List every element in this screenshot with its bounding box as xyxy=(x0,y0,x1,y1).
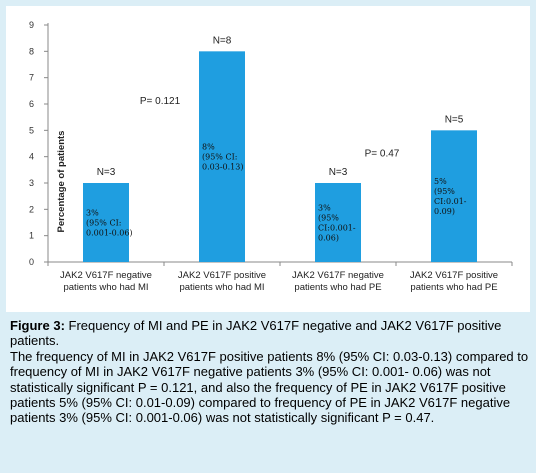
figure-caption: Figure 3: Frequency of MI and PE in JAK2… xyxy=(10,318,532,426)
y-tick-label: 9 xyxy=(29,20,34,30)
bar-data-label: (95% CI: xyxy=(86,219,121,228)
bar xyxy=(431,130,477,262)
bar xyxy=(83,183,129,262)
y-tick-label: 4 xyxy=(29,152,34,162)
bar-data-label: CI:0.001- xyxy=(318,224,356,233)
x-category-label: JAK2 V617F negative xyxy=(60,270,152,281)
y-tick-label: 6 xyxy=(29,99,34,109)
y-tick-label: 7 xyxy=(29,73,34,83)
y-tick-label: 0 xyxy=(29,257,34,267)
y-tick-label: 1 xyxy=(29,231,34,241)
x-category-label: JAK2 V617F negative xyxy=(292,270,384,281)
bar-data-label: 3% xyxy=(86,209,99,218)
x-category-label: patients who had PE xyxy=(410,282,497,293)
bar-data-label: (95% CI: xyxy=(202,153,237,162)
figure-label: Figure 3: xyxy=(10,318,65,333)
figure-description: The frequency of MI in JAK2 V617F positi… xyxy=(10,348,529,426)
bar-data-label: 0.03-0.13) xyxy=(202,163,243,172)
bar xyxy=(199,51,245,263)
n-label: N=8 xyxy=(213,35,232,46)
bar-data-label: 0.001-0.06) xyxy=(86,229,133,238)
n-label: N=5 xyxy=(445,114,464,125)
bar-data-label: 3% xyxy=(318,204,331,213)
y-axis-label: Percentage of patients xyxy=(56,131,67,233)
bar-data-label: 8% xyxy=(202,143,215,152)
x-category-label: patients who had PE xyxy=(294,282,381,293)
bar-data-label: 0.09) xyxy=(434,207,455,216)
x-category-label: patients who had MI xyxy=(63,282,148,293)
y-tick-label: 8 xyxy=(29,46,34,56)
n-label: N=3 xyxy=(329,167,348,178)
bar-chart: 0 1 2 3 4 5 6 7 8 9 Percentage of patients JAK2 V61… xyxy=(29,20,513,293)
figure-title: Frequency of MI and PE in JAK2 V617F neg… xyxy=(10,318,502,349)
y-tick-label: 3 xyxy=(29,178,34,188)
chart-panel: 0 1 2 3 4 5 6 7 8 9 Percentage of patients JAK2 V61… xyxy=(6,6,530,312)
p-value-annotation: P= 0.47 xyxy=(365,149,400,160)
y-tick-label: 2 xyxy=(29,204,34,214)
y-tick-label: 5 xyxy=(29,125,34,135)
bar-data-label: 5% xyxy=(434,177,447,186)
x-category-label: patients who had MI xyxy=(179,282,264,293)
x-category-label: JAK2 V617F positive xyxy=(410,270,498,281)
bar-data-label: (95% xyxy=(318,214,339,223)
bar-data-label: (95% xyxy=(434,187,455,196)
n-label: N=3 xyxy=(97,167,116,178)
bar-data-label: 0.06) xyxy=(318,234,339,243)
x-category-label: JAK2 V617F positive xyxy=(178,270,266,281)
bar-data-label: CI:0.01- xyxy=(434,197,467,206)
p-value-annotation: P= 0.121 xyxy=(140,96,181,107)
bar xyxy=(315,183,361,262)
